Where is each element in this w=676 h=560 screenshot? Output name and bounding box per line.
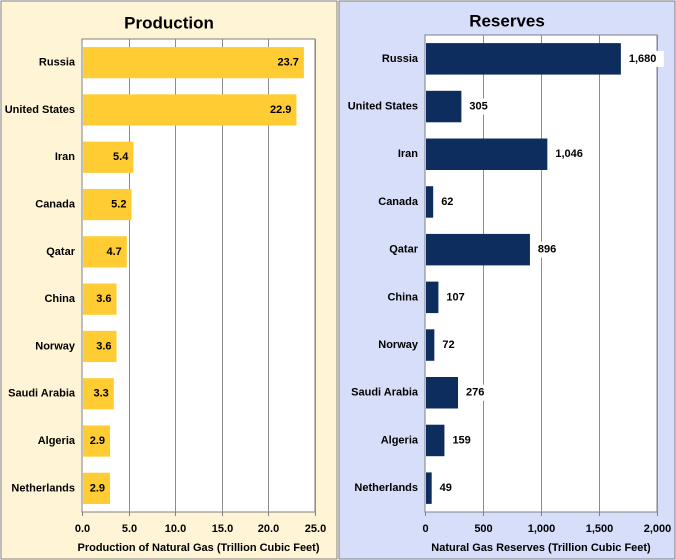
production-value-label: 2.9	[90, 435, 105, 447]
production-category-label: Iran	[55, 151, 75, 163]
reserves-value-label-box	[437, 193, 458, 210]
reserves-value-label: 276	[466, 387, 484, 399]
reserves-value-label-box	[533, 241, 561, 258]
reserves-bar	[426, 233, 530, 266]
production-value-label: 22.9	[270, 104, 291, 116]
production-bar	[83, 330, 117, 363]
reserves-bar	[426, 186, 434, 218]
reserves-value-label-box	[465, 98, 492, 115]
production-bar	[83, 188, 132, 221]
production-bar	[83, 141, 134, 173]
reserves-bar	[426, 43, 621, 75]
reserves-category-label: China	[387, 291, 418, 303]
production-value-label: 4.7	[107, 246, 122, 258]
reserves-x-tick-label: 1,000	[528, 523, 556, 535]
production-x-tick-label: 20.0	[258, 523, 279, 535]
production-category-label: Algeria	[38, 435, 76, 447]
reserves-bar	[426, 377, 459, 409]
reserves-category-label: Russia	[382, 53, 419, 65]
reserves-bar	[426, 329, 435, 361]
production-bar	[83, 94, 297, 126]
reserves-chart-title: Reserves	[469, 11, 545, 30]
reserves-x-tick-label: 1,500	[586, 523, 614, 535]
production-category-label: China	[44, 293, 75, 305]
production-category-label: Norway	[35, 340, 76, 352]
reserves-category-label: Canada	[378, 196, 419, 208]
reserves-bar	[426, 472, 432, 504]
reserves-bar	[426, 424, 445, 457]
reserves-bar	[426, 281, 439, 314]
production-x-tick-label: 15.0	[212, 523, 233, 535]
production-value-label: 3.6	[96, 340, 111, 352]
production-category-label: United States	[5, 104, 75, 116]
reserves-value-label-box	[442, 289, 470, 306]
reserves-category-label: Netherlands	[354, 482, 418, 494]
production-category-label: Saudi Arabia	[8, 388, 76, 400]
reserves-x-tick-label: 2,000	[644, 523, 672, 535]
reserves-value-label: 49	[440, 482, 452, 494]
reserves-value-label-box	[551, 146, 591, 163]
reserves-bar	[426, 138, 548, 170]
reserves-category-label: Norway	[378, 339, 419, 351]
reserves-value-label: 72	[442, 339, 454, 351]
production-bar	[83, 378, 114, 410]
reserves-value-label: 159	[452, 434, 470, 446]
production-bar	[83, 236, 127, 268]
production-value-label: 3.6	[96, 293, 111, 305]
reserves-bar	[426, 90, 462, 123]
reserves-x-axis-title: Natural Gas Reserves (Trillion Cubic Fee…	[431, 542, 651, 554]
reserves-category-label: United States	[348, 100, 418, 112]
production-x-tick-label: 5.0	[122, 523, 137, 535]
reserves-x-tick-label: 0	[422, 523, 428, 535]
production-chart: Production Russia 23.7 United States 22.9 Ira…	[0, 0, 338, 560]
reserves-value-label: 896	[538, 244, 556, 256]
production-x-tick-label: 25.0	[305, 523, 326, 535]
reserves-value-label-box	[435, 480, 457, 497]
reserves-value-label: 107	[446, 291, 464, 303]
reserves-value-label: 62	[441, 196, 453, 208]
reserves-value-label-box	[624, 50, 664, 67]
production-bar	[83, 472, 111, 504]
production-x-tick-label: 0.0	[75, 523, 90, 535]
production-chart-title: Production	[124, 13, 214, 32]
production-value-label: 2.9	[90, 482, 105, 494]
reserves-value-label-box	[462, 384, 489, 401]
reserves-value-label: 1,680	[629, 53, 657, 65]
production-value-label: 5.4	[113, 151, 129, 163]
production-bar	[83, 283, 117, 315]
production-bar	[83, 425, 111, 457]
reserves-category-label: Qatar	[389, 244, 418, 256]
reserves-value-label-box	[438, 337, 459, 354]
reserves-x-tick-label: 500	[474, 523, 492, 535]
reserves-category-label: Saudi Arabia	[351, 387, 419, 399]
reserves-chart: Reserves Russia 1,680 United States 305 Iran 1…	[338, 0, 676, 560]
reserves-value-label: 305	[469, 100, 487, 112]
reserves-value-label-box	[448, 432, 476, 449]
production-x-axis-title: Production of Natural Gas (Trillion Cubi…	[77, 542, 319, 554]
production-value-label: 23.7	[277, 57, 298, 69]
production-category-label: Netherlands	[11, 482, 75, 494]
production-value-label: 3.3	[93, 388, 108, 400]
reserves-category-label: Algeria	[381, 434, 419, 446]
production-bar	[83, 47, 304, 79]
production-x-tick-label: 10.0	[165, 523, 186, 535]
production-category-label: Russia	[39, 57, 76, 69]
reserves-category-label: Iran	[398, 148, 418, 160]
production-value-label: 5.2	[111, 198, 126, 210]
production-category-label: Canada	[35, 198, 76, 210]
production-category-label: Qatar	[46, 246, 75, 258]
reserves-value-label: 1,046	[555, 148, 583, 160]
